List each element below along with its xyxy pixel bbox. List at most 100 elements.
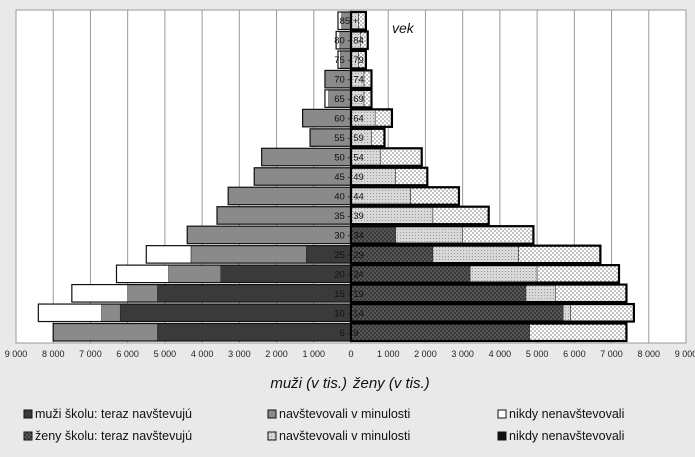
age-label: 25 - 29 [334,250,364,261]
bar-women-outline [349,302,635,323]
bars-group [37,10,635,343]
legend-label: navštevovali v minulosti [279,429,410,443]
bar-women-seg-2 [374,109,393,128]
bar-men-seg-1 [216,206,352,225]
bar-men-seg-2 [116,264,169,283]
x-tick-label: 4 000 [489,349,512,359]
age-label: 35 - 39 [334,211,364,222]
women-axis-caption: ženy (v tis.) [352,375,430,392]
x-tick-label: 2 000 [414,349,437,359]
age-label: 55 - 59 [334,133,364,144]
x-tick-labels-group: 9 000 8 000 7 000 6 000 5 000 4 000 3 000 2 000… [5,349,695,359]
age-labels-group: 85 + 80 - 84 75 - 79 70 - 74 65 - 69 60 - 64 5… [334,16,364,339]
age-label: 30 - 34 [334,230,364,241]
bar-women-seg-2 [518,245,601,264]
bar-women-outline [349,88,373,109]
legend-swatch [497,431,507,441]
bar-women-seg-1 [562,303,571,322]
bar-women-outline [349,147,423,167]
x-tick-label: 9 000 [675,349,695,359]
bar-women-seg-2 [570,303,635,322]
x-tick-label: 8 000 [638,349,661,359]
x-tick-label: 3 000 [451,349,474,359]
bar-men-seg-1 [101,303,121,322]
bar-women-seg-2 [363,70,372,89]
bar-women-outline [349,283,628,304]
bar-men-seg-0 [220,264,352,283]
bar-men-seg-0 [119,303,352,322]
bar-women-outline [349,108,394,128]
bar-men-seg-1 [52,323,158,342]
bar-men-seg-2 [146,245,192,264]
bar-women-seg-2 [358,11,367,30]
age-label: 45 - 49 [334,172,364,183]
bar-women-outline [349,244,602,265]
x-tick-label: 9 000 [5,349,28,359]
bar-men-seg-2 [71,284,128,303]
bar-men-seg-1 [127,284,158,303]
x-tick-label: 7 000 [600,349,623,359]
corner-label: vek [392,20,415,36]
bar-women-seg-2 [536,264,620,283]
bar-women-seg-1 [525,284,556,303]
bar-women-seg-0 [350,264,471,283]
bar-women-outline [349,225,535,245]
legend-swatch [267,431,277,441]
legend-label: nikdy nenavštevovali [509,407,624,421]
legend-swatch [23,431,33,441]
x-tick-label: 1 000 [303,349,326,359]
bar-women-seg-2 [395,167,428,186]
bar-men-seg-0 [157,323,352,342]
bar-women-seg-0 [350,303,564,322]
bar-women-seg-2 [555,284,627,303]
legend-label: ženy školu: teraz navštevujú [35,429,192,443]
x-tick-label: 3 000 [228,349,251,359]
bar-men-seg-0 [157,284,352,303]
bar-women-seg-1 [395,225,463,244]
bar-men-seg-2 [38,303,102,322]
age-label: 85 + [340,16,359,27]
bar-women-outline [349,205,490,226]
x-tick-label: 4 000 [191,349,214,359]
bar-women-outline [349,264,621,284]
bar-women-seg-2 [462,225,534,244]
bar-men-seg-1 [190,245,307,264]
legend-label: navštevovali v minulosti [279,407,410,421]
age-label: 10 - 14 [334,308,364,319]
bar-women-seg-2 [371,128,385,147]
bar-women-seg-2 [432,206,489,225]
bar-women-seg-0 [350,284,527,303]
bar-women-seg-2 [529,323,627,342]
age-label: 6 - 9 [339,328,358,339]
legend-swatch [497,409,507,419]
age-label: 65 - 69 [334,94,364,105]
bar-women-outline [349,69,373,89]
age-label: 70 - 74 [334,75,364,86]
legend: muži školu: teraz navštevujú navštevovali… [23,407,624,443]
x-tick-label: 2 000 [265,349,288,359]
x-tick-label: 7 000 [79,349,102,359]
bar-women-outline [349,49,367,70]
bar-women-outline [349,30,369,51]
bar-women-outline [349,127,386,148]
x-tick-label: 6 000 [116,349,139,359]
legend-label: muži školu: teraz navštevujú [35,407,192,421]
men-axis-caption: muži (v tis.) [270,375,347,392]
age-label: 50 - 54 [334,153,364,164]
age-label: 75 - 79 [334,55,364,66]
bar-women-seg-2 [380,148,422,167]
bar-men-seg-1 [186,225,352,244]
legend-swatch [267,409,277,419]
age-label: 40 - 44 [334,191,364,202]
bar-women-seg-1 [469,264,538,283]
age-label: 60 - 64 [334,114,364,125]
x-tick-label: 0 [348,349,353,359]
bar-women-outline [349,166,429,187]
age-label: 80 - 84 [334,36,364,47]
age-label: 15 - 19 [334,289,364,300]
age-label: 20 - 24 [334,269,364,280]
bar-women-seg-1 [432,245,519,264]
x-tick-label: 1 000 [377,349,400,359]
x-tick-label: 5 000 [154,349,177,359]
